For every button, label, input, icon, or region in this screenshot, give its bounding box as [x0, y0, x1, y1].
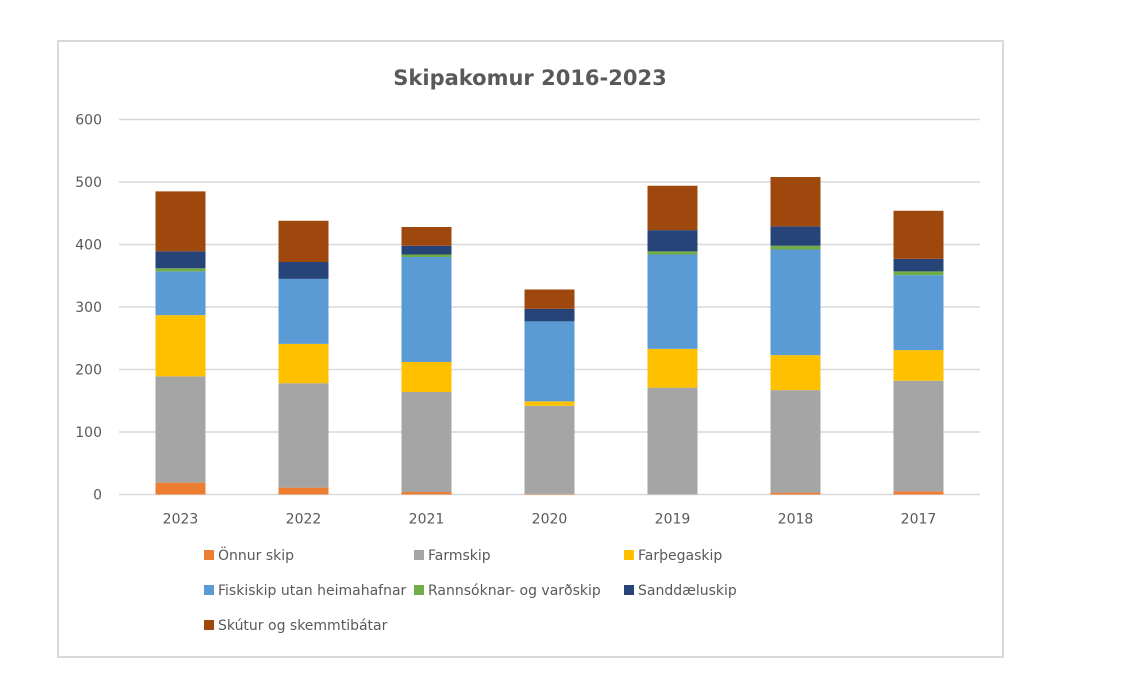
bar-group-2019 [647, 185, 698, 495]
bar-group-2018 [770, 177, 821, 495]
legend-swatch [204, 620, 214, 630]
legend-item: Rannsóknar- og varðskip [414, 583, 601, 599]
legend-swatch [414, 550, 424, 560]
bar-segment [155, 315, 206, 377]
bar-segment [155, 191, 206, 252]
bar-segment [401, 257, 452, 362]
bar-segment [770, 249, 821, 356]
bar-segment [401, 492, 452, 495]
x-tick-label: 2020 [532, 512, 568, 528]
legend-label: Önnur skip [218, 546, 294, 564]
bar-group-2021 [401, 227, 452, 495]
x-tick-label: 2021 [409, 512, 445, 528]
bar-segment [524, 401, 575, 406]
bar-segment [155, 376, 206, 483]
bar-segment [401, 245, 452, 255]
bar-segment [893, 210, 944, 259]
legend-swatch [624, 585, 634, 595]
legend-swatch [414, 585, 424, 595]
bar-segment [770, 245, 821, 250]
chart-title: Skipakomur 2016-2023 [393, 66, 666, 90]
bar-segment [893, 380, 944, 492]
bar-segment [278, 262, 329, 279]
legend-label: Farmskip [428, 548, 491, 564]
y-tick-label: 300 [75, 300, 102, 316]
legend-item: Önnur skip [204, 546, 294, 564]
bar-segment [893, 491, 944, 495]
legend-item: Farþegaskip [624, 548, 722, 564]
bar-segment [770, 390, 821, 493]
bar-segment [401, 254, 452, 257]
bar-segment [278, 278, 329, 344]
bar-segment [524, 289, 575, 309]
legend-item: Skútur og skemmtibátar [204, 618, 388, 634]
bar-segment [278, 343, 329, 384]
x-tick-label: 2018 [778, 512, 814, 528]
legend-label: Farþegaskip [638, 548, 722, 564]
bar-segment [647, 387, 698, 495]
bar-segment [278, 487, 329, 495]
x-tick-label: 2022 [286, 512, 322, 528]
bar-group-2020 [524, 289, 575, 495]
legend-swatch [204, 550, 214, 560]
bar-group-2023 [155, 191, 206, 495]
y-tick-label: 0 [93, 488, 102, 504]
bar-segment [401, 227, 452, 246]
bar-segment [155, 268, 206, 272]
bar-segment [647, 230, 698, 252]
bar-segment [893, 271, 944, 276]
legend-item: Sanddæluskip [624, 583, 737, 599]
y-axis-tick-labels: 0 100 200 300 400 500 600 [75, 113, 102, 504]
bar-segment [647, 254, 698, 349]
chart-svg: Skipakomur 2016-2023 0 100 200 300 400 500 600… [75, 66, 980, 634]
legend-item: Fiskiskip utan heimahafnar [204, 583, 407, 599]
bar-segment [524, 321, 575, 402]
bar-segment [893, 350, 944, 381]
y-tick-label: 100 [75, 425, 102, 441]
bar-segment [155, 271, 206, 316]
bar-segment [524, 405, 575, 494]
legend-label: Rannsóknar- og varðskip [428, 583, 601, 599]
bar-segment [401, 362, 452, 392]
y-tick-label: 400 [75, 238, 102, 254]
x-axis-tick-labels: 2023 2022 2021 2020 2019 2018 2017 [163, 512, 937, 528]
bar-segment [647, 185, 698, 231]
bar-segment [647, 251, 698, 255]
bar-segment [893, 275, 944, 351]
legend-label: Sanddæluskip [638, 583, 737, 599]
x-tick-label: 2017 [901, 512, 937, 528]
x-tick-label: 2019 [655, 512, 691, 528]
bar-segment [770, 355, 821, 391]
bar-segment [893, 258, 944, 272]
bar-segment [155, 251, 206, 269]
x-tick-label: 2023 [163, 512, 199, 528]
bar-segment [524, 308, 575, 322]
bar-segment [770, 177, 821, 227]
y-tick-label: 200 [75, 363, 102, 379]
bar-group-2017 [893, 210, 944, 495]
bar-group-2022 [278, 220, 329, 495]
legend: Önnur skip Farmskip Farþegaskip Fiskiskip u… [204, 546, 737, 634]
bar-segment [647, 348, 698, 388]
bar-segment [524, 493, 575, 495]
bar-segment [155, 482, 206, 495]
bar-segment [770, 492, 821, 495]
bars [155, 177, 944, 495]
y-tick-label: 500 [75, 175, 102, 191]
legend-swatch [624, 550, 634, 560]
chart-frame: Skipakomur 2016-2023 0 100 200 300 400 500 600… [57, 40, 1004, 658]
legend-item: Farmskip [414, 548, 491, 564]
legend-swatch [204, 585, 214, 595]
legend-label: Skútur og skemmtibátar [218, 618, 388, 634]
y-tick-label: 600 [75, 113, 102, 129]
legend-label: Fiskiskip utan heimahafnar [218, 583, 407, 599]
bar-segment [278, 220, 329, 262]
bar-segment [770, 226, 821, 246]
bar-segment [401, 392, 452, 492]
bar-segment [278, 383, 329, 488]
